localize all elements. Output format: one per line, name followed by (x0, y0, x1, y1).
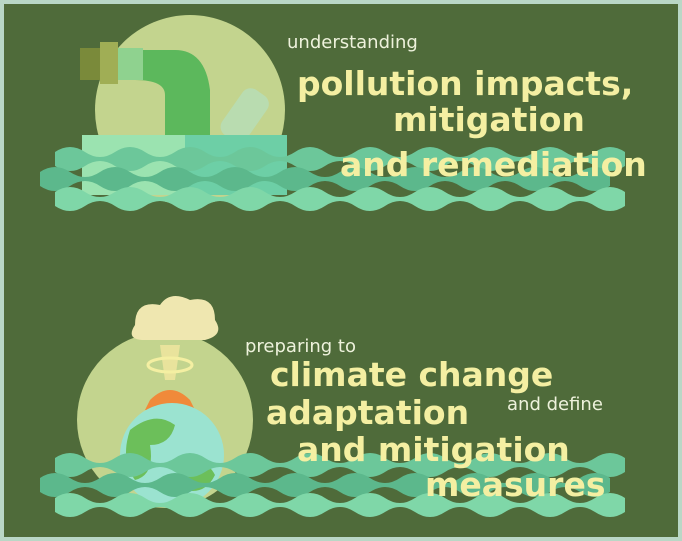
headline: and mitigation (297, 430, 570, 469)
intro-text: preparing to (245, 336, 356, 357)
aside-text: and define (507, 394, 603, 415)
intro-text: understanding (287, 32, 418, 53)
infographic: understanding pollution impacts, mitigat… (0, 0, 682, 541)
headline: and remediation (340, 145, 647, 184)
headline: mitigation (393, 100, 585, 139)
headline: measures (425, 465, 605, 504)
headline: pollution impacts, (297, 64, 633, 103)
headline: adaptation (266, 393, 469, 432)
headline: climate change (270, 355, 553, 394)
